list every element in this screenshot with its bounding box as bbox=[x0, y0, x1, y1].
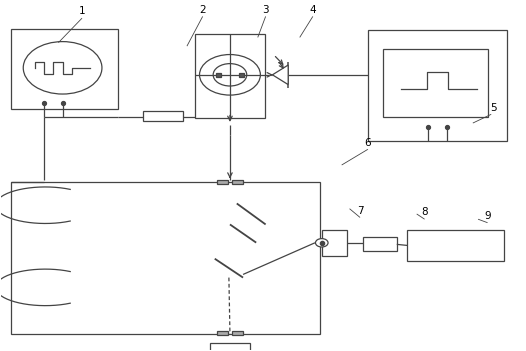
Bar bbox=[11, 182, 320, 334]
Bar bbox=[368, 31, 507, 140]
Text: 4: 4 bbox=[309, 5, 316, 15]
Bar bbox=[210, 343, 250, 351]
Text: 9: 9 bbox=[484, 211, 491, 221]
Text: 8: 8 bbox=[421, 207, 428, 218]
Bar bbox=[382, 48, 488, 117]
Bar bbox=[231, 180, 243, 184]
Bar bbox=[217, 180, 228, 184]
Text: 2: 2 bbox=[199, 5, 206, 15]
Circle shape bbox=[316, 239, 328, 247]
Bar bbox=[322, 230, 347, 256]
Bar bbox=[217, 331, 228, 335]
Bar bbox=[239, 73, 244, 77]
Bar bbox=[231, 331, 243, 335]
Bar bbox=[11, 29, 118, 109]
Text: 3: 3 bbox=[262, 5, 269, 15]
Text: 6: 6 bbox=[365, 138, 371, 147]
Circle shape bbox=[23, 42, 102, 94]
Bar bbox=[216, 73, 221, 77]
Bar bbox=[407, 230, 504, 261]
Text: 5: 5 bbox=[491, 102, 497, 113]
Text: 1: 1 bbox=[79, 6, 85, 16]
Circle shape bbox=[199, 54, 260, 95]
Text: 7: 7 bbox=[357, 206, 363, 216]
Bar bbox=[144, 111, 183, 121]
Bar bbox=[195, 34, 265, 118]
Polygon shape bbox=[272, 65, 288, 85]
Bar bbox=[362, 237, 397, 251]
Circle shape bbox=[213, 64, 247, 86]
